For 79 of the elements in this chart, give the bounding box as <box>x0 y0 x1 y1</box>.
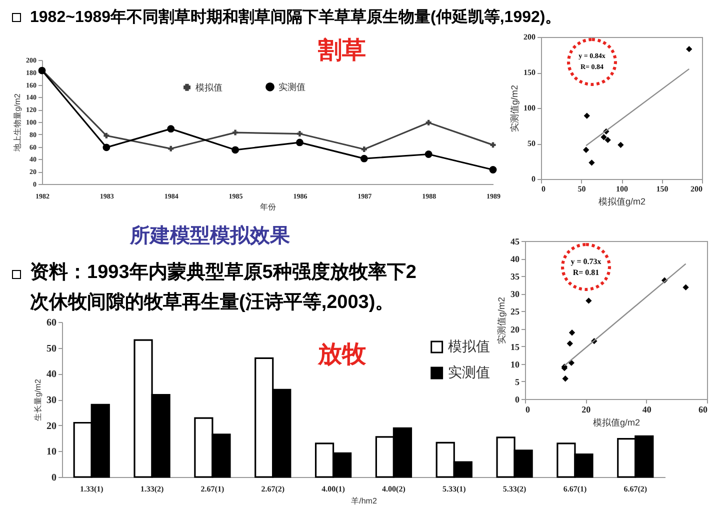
y-tick-label: 20 <box>46 420 56 432</box>
y-tick-label: 0 <box>532 174 536 184</box>
point <box>489 166 497 174</box>
legend-label: 模拟值 <box>196 82 222 92</box>
point <box>604 136 611 144</box>
y-tick-label: 40 <box>510 254 520 264</box>
x-axis-title: 模拟值g/m2 <box>598 196 646 206</box>
annotation: 割草 <box>318 36 366 66</box>
point <box>102 144 110 152</box>
y-tick-label: 25 <box>510 306 520 317</box>
y-tick-label: 15 <box>510 342 520 352</box>
y-axis-title: 地上生物量g/m2 <box>13 93 22 152</box>
chart-title: 资料：1993年内蒙典型草原5种强度放牧率下2次休牧间隙的牧草再生量(汪诗平等,2003)。 <box>30 260 418 315</box>
y-axis-title: 实测值g/m2 <box>510 84 520 132</box>
y-tick-label: 50 <box>46 343 56 354</box>
y-tick-label: 0 <box>52 472 56 484</box>
x-tick-label: 4.00(2) <box>382 484 406 494</box>
point <box>232 146 239 154</box>
point <box>104 132 110 138</box>
x-tick-label: 6.67(2) <box>624 484 648 494</box>
annotation: y = 0.73x <box>570 257 602 266</box>
x-tick-label: 50 <box>578 184 586 194</box>
y-tick-label: 30 <box>510 289 520 300</box>
y-tick-label: 30 <box>46 395 56 406</box>
y-tick-label: 10 <box>510 359 520 370</box>
x-tick-label: 40 <box>642 404 652 414</box>
y-tick-label: 50 <box>528 139 536 148</box>
x-tick-label: 100 <box>616 184 628 194</box>
legend-label: 实测值 <box>448 364 490 380</box>
point <box>296 131 302 137</box>
point <box>426 120 432 126</box>
annotation: R= 0.81 <box>572 268 600 277</box>
point <box>232 130 238 136</box>
x-tick-label: 60 <box>698 404 708 414</box>
y-tick-label: 45 <box>510 236 520 246</box>
y-tick-label: 100 <box>524 104 536 112</box>
legend-label: 实测值 <box>278 82 306 92</box>
x-tick-label: 1.33(2) <box>140 484 164 494</box>
y-axis-title: 实测值g/m2 <box>496 296 506 344</box>
x-tick-label: 1.33(1) <box>80 484 104 494</box>
chart-title: 1982~1989年不同割草时期和割草间隔下羊草草原生物量(仲延凯等,1992)。 <box>30 7 562 28</box>
x-tick-label: 20 <box>582 404 592 414</box>
x-tick-label: 6.67(1) <box>563 484 587 494</box>
x-tick-label: 4.00(1) <box>322 484 346 494</box>
point <box>600 134 607 140</box>
x-tick-label: 200 <box>690 184 702 194</box>
point <box>168 146 174 152</box>
point <box>424 150 432 158</box>
x-tick-label: 5.33(1) <box>442 484 466 494</box>
y-tick-label: 20 <box>510 324 520 334</box>
y-tick-label: 200 <box>524 32 536 42</box>
x-axis-title: 羊/hm2 <box>351 496 378 506</box>
point <box>361 146 367 152</box>
y-tick-label: 0 <box>515 394 520 404</box>
y-tick-label: 5 <box>515 376 520 387</box>
x-tick-label: 5.33(2) <box>502 484 527 494</box>
text: 所建模型模拟效果 <box>130 224 290 249</box>
legend-label: 模拟值 <box>448 338 490 354</box>
y-tick-label: 60 <box>46 318 56 328</box>
point <box>360 154 368 162</box>
x-tick-label: 2.67(2) <box>261 484 285 494</box>
point <box>167 125 175 133</box>
point <box>618 142 624 148</box>
x-tick-label: 150 <box>656 184 668 194</box>
y-tick-label: 40 <box>46 369 56 380</box>
x-tick-label: 0 <box>542 184 546 194</box>
y-tick-label: 35 <box>510 272 520 282</box>
x-axis-title: 模拟值g/m2 <box>592 418 640 428</box>
point <box>686 46 692 52</box>
y-tick-label: 150 <box>524 68 536 77</box>
y-tick-label: 10 <box>46 446 56 458</box>
point <box>583 146 590 153</box>
point <box>584 112 590 119</box>
point <box>588 160 595 166</box>
y-axis-title: 生长量g/m2 <box>34 378 42 421</box>
x-axis-title: 年份 <box>260 202 276 212</box>
x-tick-label: 2.67(1) <box>200 484 224 494</box>
annotation: 放牧 <box>318 340 366 370</box>
point <box>296 138 304 146</box>
